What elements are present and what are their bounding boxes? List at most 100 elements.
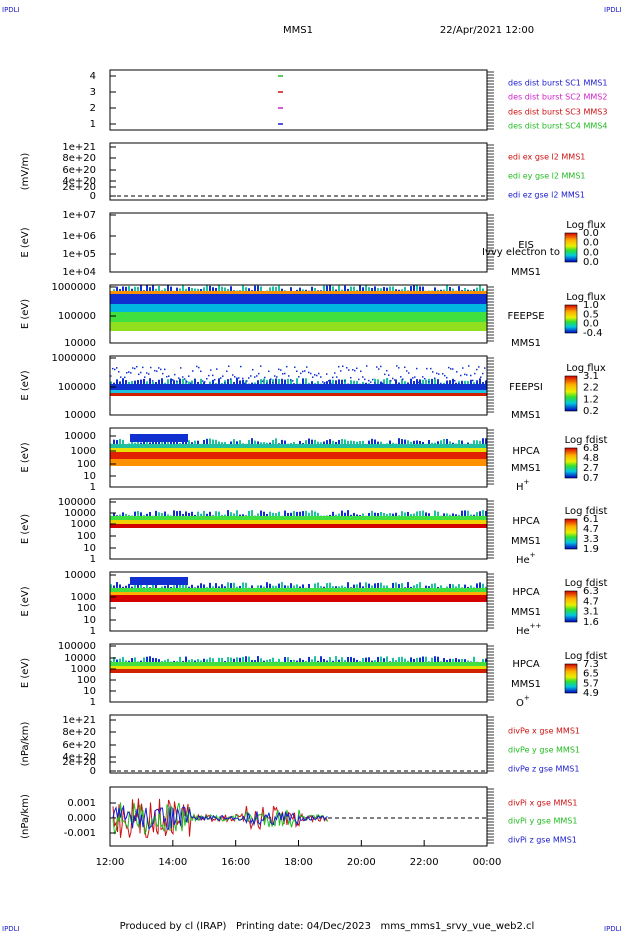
title: MMS1 bbox=[283, 25, 313, 36]
spectrogram-speckle bbox=[378, 368, 380, 370]
legend-entry: divPi y gse MMS1 bbox=[508, 817, 577, 826]
spectrogram-speckle bbox=[347, 288, 349, 291]
spectrogram-band bbox=[110, 669, 487, 673]
spectrogram-speckle bbox=[302, 584, 304, 588]
spectrogram-speckle bbox=[386, 369, 388, 372]
spectrogram-speckle bbox=[416, 440, 418, 444]
panel-frame bbox=[109, 355, 488, 416]
spectrogram-speckle bbox=[184, 378, 186, 380]
spectrogram-speckle bbox=[473, 382, 475, 384]
spectrogram-speckle bbox=[458, 286, 460, 291]
spectrogram-speckle bbox=[179, 656, 181, 662]
spectrogram-speckle bbox=[284, 290, 286, 291]
spectrogram-speckle bbox=[362, 513, 364, 516]
y-tick-label: 0.001 bbox=[67, 798, 96, 809]
spectrogram-speckle bbox=[191, 659, 193, 662]
spectrogram-speckle bbox=[278, 658, 280, 662]
spectrogram-speckle bbox=[290, 512, 292, 516]
spectrogram-speckle bbox=[353, 584, 355, 588]
species-label: He+ bbox=[516, 551, 536, 566]
spectrogram-speckle bbox=[464, 584, 466, 588]
spectrogram-speckle bbox=[422, 441, 424, 444]
colorbar-tick-label: 0.7 bbox=[583, 473, 599, 484]
spectrogram-speckle bbox=[478, 366, 480, 368]
spectrogram-speckle bbox=[316, 374, 318, 377]
spectrogram-speckle bbox=[326, 440, 328, 444]
spectrogram-speckle bbox=[401, 289, 403, 291]
spectrogram-speckle bbox=[191, 584, 193, 588]
spectrogram-speckle bbox=[340, 370, 342, 372]
spectrogram-speckle bbox=[338, 659, 340, 662]
y-tick-label: 10000 bbox=[64, 508, 96, 519]
spectrogram-speckle bbox=[302, 659, 304, 662]
spectrogram-speckle bbox=[164, 660, 166, 662]
spectrogram-speckle bbox=[170, 378, 172, 384]
spectrogram-speckle bbox=[126, 372, 128, 374]
spectrogram-speckle bbox=[278, 583, 280, 588]
spectrogram-speckle bbox=[266, 382, 268, 385]
spectrogram-speckle bbox=[362, 381, 364, 384]
spectrogram-speckle bbox=[263, 660, 265, 662]
spectrogram-speckle bbox=[305, 440, 307, 444]
spectrogram-speckle bbox=[410, 441, 412, 444]
spectrogram-speckle bbox=[239, 440, 241, 444]
spectrogram-speckle bbox=[365, 382, 367, 384]
spectrogram-speckle bbox=[164, 585, 166, 588]
spectrogram-speckle bbox=[272, 585, 274, 588]
spectrogram-speckle bbox=[131, 288, 133, 291]
spectrogram-speckle bbox=[467, 510, 469, 516]
colorbar-tick-label: 3.1 bbox=[583, 371, 599, 382]
y-tick-label: 10 bbox=[83, 686, 96, 697]
spectrogram-speckle bbox=[347, 582, 349, 588]
spectrogram-speckle bbox=[473, 289, 475, 291]
spectrogram-speckle bbox=[188, 375, 190, 377]
spectrogram-speckle bbox=[248, 440, 250, 444]
spectrogram-speckle bbox=[442, 373, 444, 375]
y-tick-label: 10000 bbox=[64, 338, 96, 349]
spectrogram-block bbox=[130, 577, 188, 585]
spectrogram-speckle bbox=[204, 381, 206, 383]
spectrogram-speckle bbox=[254, 660, 256, 662]
spectrogram-speckle bbox=[244, 382, 246, 385]
spectrogram-speckle bbox=[386, 514, 388, 516]
spectrogram-speckle bbox=[260, 365, 262, 367]
spectrogram-speckle bbox=[144, 376, 146, 378]
spectrogram-speckle bbox=[428, 439, 430, 444]
spectrogram-speckle bbox=[236, 377, 238, 379]
spectrogram-speckle bbox=[150, 366, 152, 369]
spectrogram-speckle bbox=[122, 439, 124, 444]
spectrogram-speckle bbox=[209, 381, 211, 384]
spectrogram-speckle bbox=[167, 658, 169, 662]
spectrogram-speckle bbox=[422, 379, 424, 384]
y-axis-label: E (eV) bbox=[20, 370, 31, 400]
spectrogram-speckle bbox=[323, 586, 325, 588]
y-tick-label: 100 bbox=[77, 459, 96, 470]
spectrogram-speckle bbox=[278, 379, 280, 384]
y-tick-label: 1e+21 bbox=[62, 142, 96, 153]
spectrogram-speckle bbox=[164, 288, 166, 291]
spectrogram-speckle bbox=[230, 286, 232, 291]
y-tick-label: 10000 bbox=[64, 410, 96, 421]
spectrogram-speckle bbox=[113, 585, 115, 588]
spectrogram-speckle bbox=[170, 586, 172, 588]
spectrogram-speckle bbox=[464, 287, 466, 291]
y-tick-label: 1 bbox=[90, 482, 96, 493]
spectrogram-speckle bbox=[413, 658, 415, 662]
spectrogram-speckle bbox=[401, 511, 403, 516]
spectrogram-speckle bbox=[110, 381, 112, 384]
spectrogram-speckle bbox=[392, 582, 394, 588]
spectrogram-speckle bbox=[281, 439, 283, 444]
spectrogram-speckle bbox=[437, 586, 439, 588]
spectrogram-speckle bbox=[416, 285, 418, 291]
colorbar-tick-label: 0.2 bbox=[583, 406, 599, 417]
spectrogram-speckle bbox=[353, 380, 355, 384]
spectrogram-speckle bbox=[362, 440, 364, 444]
spectrogram-speckle bbox=[269, 379, 271, 384]
spectrogram-speckle bbox=[160, 368, 162, 371]
spectrogram-speckle bbox=[239, 514, 241, 516]
spectrogram-speckle bbox=[416, 511, 418, 516]
spectrogram-speckle bbox=[473, 587, 475, 588]
y-tick-label: 1e+04 bbox=[62, 267, 96, 278]
spectrogram-speckle bbox=[438, 373, 440, 375]
spectrogram-speckle bbox=[344, 586, 346, 588]
